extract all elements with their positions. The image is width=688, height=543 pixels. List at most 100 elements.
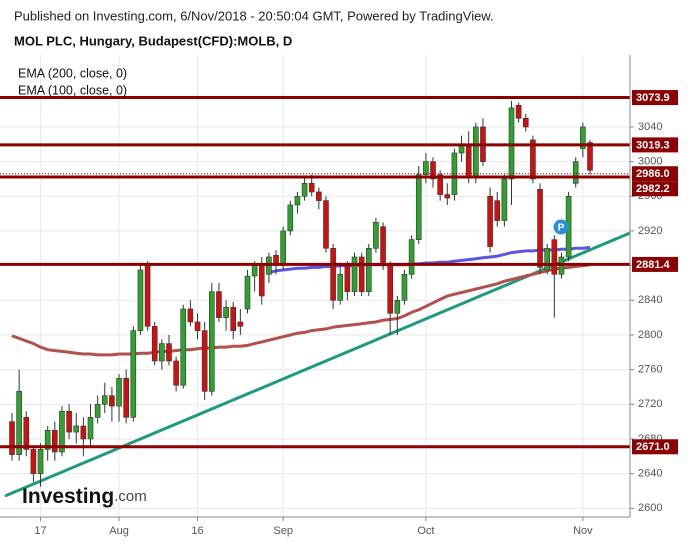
- candle-body: [380, 226, 386, 266]
- chart-title: MOL PLC, Hungary, Budapest(CFD):MOLB, D: [14, 33, 292, 48]
- x-tick-label: Sep: [273, 525, 293, 537]
- y-tick-label: 2800: [638, 329, 662, 341]
- x-tick-label: 16: [191, 525, 203, 537]
- candle-body: [173, 360, 179, 386]
- candle-body: [123, 378, 129, 418]
- candle-body: [109, 395, 115, 407]
- candle-body: [130, 330, 137, 418]
- marker-label: P: [558, 223, 565, 234]
- candle-body: [323, 200, 329, 249]
- candle-body: [522, 117, 529, 128]
- candle-body: [373, 221, 379, 249]
- x-tick-label: 17: [34, 525, 46, 537]
- candle-body: [244, 275, 251, 310]
- candle-body: [280, 230, 286, 266]
- logo: Investing.com: [22, 485, 147, 508]
- y-tick-label: 3000: [638, 156, 662, 168]
- candle-body: [30, 449, 37, 474]
- candle-body: [337, 273, 344, 301]
- candle-body: [180, 308, 187, 386]
- candle-body: [116, 378, 122, 407]
- candle-body: [537, 189, 543, 268]
- plot: [0, 96, 630, 487]
- candle-body: [544, 247, 550, 271]
- logo-suffix: .com: [114, 488, 147, 505]
- candle-body: [223, 306, 229, 318]
- candle-body: [387, 265, 393, 314]
- candle-body: [351, 256, 358, 292]
- level-label: 3019.3: [636, 139, 670, 151]
- candle-body: [316, 191, 322, 201]
- candle-body: [101, 395, 108, 405]
- level-label: 3073.9: [636, 92, 670, 104]
- candle-body: [423, 161, 429, 175]
- level-label-box: [632, 166, 678, 182]
- y-tick-label: 2920: [638, 225, 662, 237]
- y-tick-label: 2640: [638, 468, 662, 480]
- level-label: 2671.0: [636, 441, 670, 453]
- marker: [553, 219, 569, 235]
- level-label: 2986.0: [636, 168, 670, 180]
- axes: 2600264026802720276028002840288029202960…: [34, 90, 678, 537]
- candle-body: [258, 265, 265, 297]
- candle-body: [287, 204, 294, 232]
- level-label-box: [632, 90, 678, 106]
- candle-body: [515, 104, 522, 119]
- candle-body: [358, 256, 365, 292]
- candle-body: [87, 417, 94, 440]
- candle-body: [23, 417, 30, 450]
- logo-name: Investing: [22, 485, 114, 508]
- level-label-box: [632, 181, 678, 197]
- candle-body: [159, 343, 165, 362]
- x-tick-label: Aug: [109, 525, 129, 537]
- candle-body: [137, 269, 144, 331]
- candle-body: [487, 195, 493, 247]
- candle-body: [194, 321, 201, 331]
- candle-body: [187, 308, 194, 323]
- candle-body: [237, 321, 244, 327]
- level-label-box: [632, 137, 678, 153]
- candle-body: [201, 330, 208, 392]
- y-tick-label: 2600: [638, 502, 662, 514]
- legend-entry: EMA (100, close, 0): [18, 83, 127, 97]
- candle-body: [572, 161, 579, 184]
- candle-body: [80, 425, 87, 440]
- candle-body: [166, 343, 172, 362]
- y-tick-label: 3040: [638, 121, 662, 133]
- candle-body: [344, 265, 351, 292]
- candle-body: [44, 430, 51, 450]
- candle-body: [408, 239, 415, 275]
- candle-body: [94, 404, 101, 418]
- grid: [0, 55, 630, 517]
- candle-body: [465, 143, 472, 178]
- candle-body: [216, 291, 222, 318]
- level-label-box: [632, 439, 678, 455]
- candle-body: [430, 161, 436, 180]
- level-label: 2881.4: [636, 259, 671, 271]
- candle-body: [580, 126, 586, 149]
- y-tick-label: 2840: [638, 294, 662, 306]
- candle-body: [294, 195, 301, 206]
- candle-body: [301, 182, 308, 197]
- level-label-box: [632, 256, 678, 272]
- ema-line: [11, 263, 591, 357]
- candle-body: [66, 410, 72, 433]
- candle-body: [230, 306, 237, 331]
- candle-body: [437, 174, 443, 195]
- candle-body: [494, 200, 501, 221]
- candle-body: [415, 174, 422, 240]
- candle-body: [251, 265, 258, 277]
- candle-body: [330, 247, 336, 301]
- candle-body: [473, 126, 479, 178]
- candle-body: [209, 291, 215, 392]
- legend-entry: EMA (200, close, 0): [18, 66, 127, 80]
- candle-body: [151, 326, 158, 362]
- x-tick-label: Oct: [417, 525, 434, 537]
- candle-body: [551, 239, 558, 275]
- candle-body: [144, 265, 151, 327]
- candle-body: [394, 300, 401, 314]
- header: Published on Investing.com, 6/Nov/2018 -…: [14, 8, 494, 23]
- candle-body: [401, 273, 408, 301]
- candle-body: [73, 425, 80, 433]
